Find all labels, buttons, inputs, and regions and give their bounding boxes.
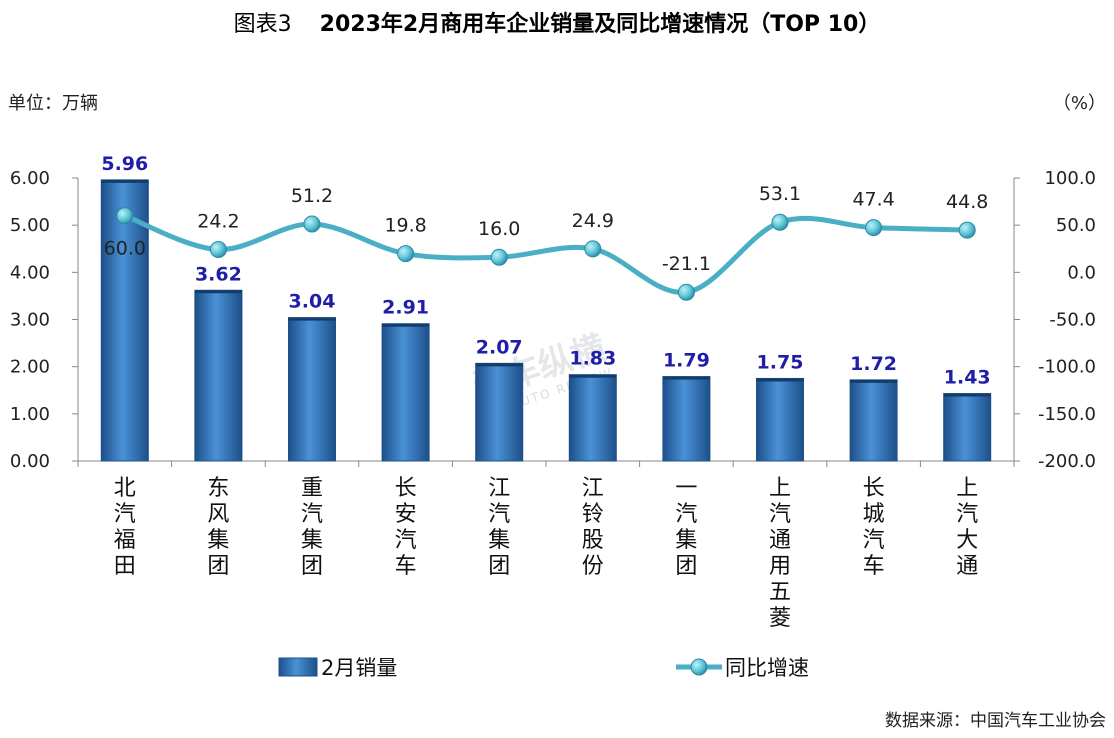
bar-top-edge (475, 363, 523, 367)
legend-line-label: 同比增速 (725, 656, 809, 680)
category-label: 上汽通用五菱 (769, 476, 791, 631)
bar-top-edge (943, 393, 991, 397)
category-label: 东风集团 (207, 476, 229, 579)
category-label: 重汽集团 (301, 476, 323, 579)
bar-top-edge (288, 317, 336, 321)
left-tick-label: 5.00 (10, 215, 50, 236)
legend: 2月销量 同比增速 (278, 656, 809, 680)
bar-top-edge (662, 376, 710, 380)
left-tick-label: 3.00 (10, 310, 50, 331)
line-value-label: 24.2 (197, 211, 239, 233)
line-value-label: -21.1 (662, 253, 711, 275)
category-label: 江汽集团 (488, 476, 510, 579)
line-marker (303, 215, 321, 233)
line-value-label: 16.0 (478, 218, 520, 240)
bar-value-label: 1.75 (757, 351, 804, 373)
bar-value-label: 3.04 (289, 291, 336, 313)
bar-top-edge (756, 378, 804, 382)
source-note: 数据来源：中国汽车工业协会 (885, 711, 1106, 731)
data-labels: 5.96 3.62 3.04 2.91 2.07 1.83 1.79 1.75 1.72 1.43… (101, 153, 990, 389)
bar (568, 374, 617, 462)
legend-line-marker (690, 658, 708, 676)
left-tick-label: 1.00 (10, 404, 50, 425)
category-label: 长安汽车 (395, 476, 417, 579)
growth-line-path (122, 213, 970, 295)
bar-value-label: 1.43 (944, 367, 991, 389)
line-value-label: 51.2 (291, 185, 333, 207)
line-value-label: 53.1 (759, 183, 801, 205)
right-tick-label: -100.0 (1038, 357, 1096, 378)
chart-title-text: 2023年2月商用车企业销量及同比增速情况（TOP 10） (320, 11, 881, 37)
category-labels: 北汽福田 东风集团 重汽集团 长安汽车 江汽集团 江铃股份 一汽集团 上汽通用五菱 长城汽车 上汽… (114, 476, 978, 631)
figure-label: 图表3 (234, 12, 292, 37)
bar (381, 323, 430, 462)
bar (943, 393, 992, 462)
right-tick-label: 0.0 (1067, 262, 1096, 283)
bar (849, 379, 898, 462)
right-tick-label: -50.0 (1049, 310, 1096, 331)
category-label: 北汽福田 (114, 476, 136, 579)
category-label: 上汽大通 (956, 476, 978, 579)
bar-top-edge (101, 179, 149, 183)
line-value-label: 47.4 (852, 189, 894, 211)
left-tick-label: 4.00 (10, 262, 50, 283)
line-marker (958, 221, 976, 239)
chart-title: 图表3 2023年2月商用车企业销量及同比增速情况（TOP 10） (234, 11, 881, 37)
bar-value-label: 1.83 (569, 348, 616, 370)
line-value-label: 19.8 (384, 215, 426, 237)
left-axis-unit: 单位：万辆 (8, 93, 98, 114)
bar-value-label: 1.79 (663, 350, 710, 372)
right-tick-label: 100.0 (1044, 168, 1096, 189)
right-tick-label: -150.0 (1038, 404, 1096, 425)
bar (194, 289, 243, 462)
right-axis-unit: （%） (1053, 93, 1106, 114)
line-value-label: 44.8 (946, 191, 988, 213)
left-tick-label: 6.00 (10, 168, 50, 189)
growth-line (116, 207, 976, 301)
axes: 0.00 1.00 2.00 3.00 4.00 5.00 6.00 -200.0 -150.0… (10, 168, 1096, 472)
line-value-label: 60.0 (104, 238, 146, 260)
bar-value-label: 5.96 (101, 153, 148, 175)
category-label: 长城汽车 (863, 476, 885, 579)
bar-top-edge (382, 323, 430, 327)
line-marker (116, 207, 134, 225)
category-label: 江铃股份 (582, 476, 604, 579)
line-marker (865, 219, 883, 237)
bars (100, 179, 992, 462)
line-marker (677, 283, 695, 301)
bar (475, 362, 524, 462)
line-marker (490, 248, 508, 266)
bar-value-label: 2.91 (382, 297, 429, 319)
line-marker (209, 241, 227, 259)
right-tick-label: -200.0 (1038, 451, 1096, 472)
legend-bar-swatch (278, 657, 318, 677)
bar-top-edge (194, 290, 242, 294)
line-value-label: 24.9 (572, 210, 614, 232)
bar (756, 377, 804, 462)
bar (288, 317, 336, 462)
line-marker (584, 240, 602, 258)
bar-value-label: 3.62 (195, 263, 242, 285)
bar-value-label: 1.72 (850, 353, 897, 375)
category-label: 一汽集团 (675, 476, 697, 579)
line-marker (397, 245, 415, 263)
legend-bar-label: 2月销量 (321, 656, 397, 680)
line-marker (771, 213, 789, 231)
left-tick-label: 0.00 (10, 451, 50, 472)
bar-value-label: 2.07 (476, 336, 523, 358)
bar (662, 376, 711, 462)
bar-top-edge (569, 374, 617, 378)
left-tick-label: 2.00 (10, 357, 50, 378)
right-tick-label: 50.0 (1056, 215, 1096, 236)
bar-top-edge (850, 379, 898, 383)
